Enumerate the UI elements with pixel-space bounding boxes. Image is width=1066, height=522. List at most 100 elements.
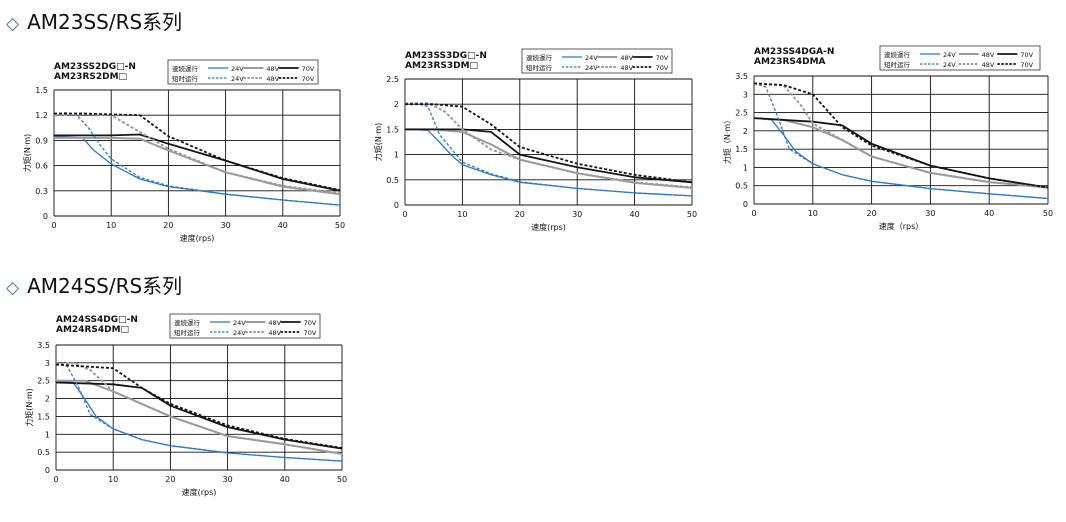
x-axis-label: 速度(rps) <box>531 222 566 232</box>
chart-grid <box>404 78 693 206</box>
x-tick-label: 40 <box>630 210 640 219</box>
legend-mode-label: 短时运行 <box>172 74 199 83</box>
x-tick-label: 0 <box>51 221 56 230</box>
y-tick-label: 1 <box>394 151 399 160</box>
legend-voltage-label: 70V <box>656 64 669 72</box>
model-title-line: AM23RS3DM□ <box>405 61 478 71</box>
series-line-70V-short <box>405 103 693 184</box>
series-line-48V-short <box>753 83 1049 189</box>
x-tick-label: 50 <box>335 221 345 230</box>
legend-frame <box>521 48 673 74</box>
legend-voltage-label: 70V <box>302 75 315 83</box>
y-tick-label: 0.5 <box>37 448 50 457</box>
x-axis-label: 速度（rps） <box>879 221 924 231</box>
x-axis-label: 速度(rps) <box>180 233 215 243</box>
diamond-icon: ◇ <box>6 278 20 298</box>
series-line-48V-continuous <box>56 379 343 455</box>
legend-mode-label: 連続運行 <box>172 64 199 73</box>
legend-voltage-label: 24V <box>943 51 956 59</box>
section-header-am24: ◇ AM24SS/RS系列 <box>6 270 182 299</box>
y-tick-label: 2.5 <box>386 75 399 84</box>
y-tick-label: 0 <box>743 200 748 209</box>
y-tick-label: 3 <box>45 359 50 368</box>
y-tick-label: 3.5 <box>37 341 50 350</box>
y-tick-label: 2.5 <box>37 377 50 386</box>
y-axis-label: 力矩（N·m） <box>722 116 732 164</box>
legend-voltage-label: 24V <box>233 319 246 327</box>
model-title-line: AM23SS4DGA-N <box>754 47 834 57</box>
legend-frame <box>167 59 319 85</box>
legend-mode-label: 短时运行 <box>526 63 553 72</box>
chart-grid <box>53 89 341 217</box>
x-tick-label: 0 <box>53 475 58 484</box>
y-tick-label: 3 <box>743 90 748 99</box>
chart-legend: 連続運行 24V 48V 70V 短时运行 24V 48V 70V <box>167 59 319 85</box>
series-line-24V-continuous <box>753 117 1049 200</box>
legend-voltage-label: 48V <box>982 61 995 69</box>
y-tick-label: 1.5 <box>35 86 48 95</box>
x-tick-label: 30 <box>572 210 582 219</box>
legend-voltage-label: 48V <box>266 75 279 83</box>
x-tick-label: 10 <box>808 209 818 218</box>
diamond-icon: ◇ <box>6 14 20 34</box>
legend-voltage-label: 48V <box>982 51 995 59</box>
y-tick-label: 0.6 <box>35 162 48 171</box>
legend-voltage-label: 24V <box>231 65 244 73</box>
legend-mode-label: 連続運行 <box>174 318 201 327</box>
legend-voltage-label: 48V <box>266 65 279 73</box>
y-tick-label: 1.5 <box>386 125 399 134</box>
y-tick-label: 0 <box>45 466 50 475</box>
x-tick-label: 10 <box>106 221 116 230</box>
section-title-am23: AM23SS/RS系列 <box>27 10 183 34</box>
section-header-am23: ◇ AM23SS/RS系列 <box>6 6 182 35</box>
y-tick-label: 1.2 <box>35 111 48 120</box>
legend-voltage-label: 70V <box>302 65 315 73</box>
x-tick-label: 20 <box>165 475 175 484</box>
y-tick-label: 2 <box>45 395 50 404</box>
x-axis-label: 速度(rps) <box>182 487 217 497</box>
x-tick-label: 50 <box>687 210 697 219</box>
section-title-am24: AM24SS/RS系列 <box>27 274 183 298</box>
x-tick-label: 20 <box>163 221 173 230</box>
series-line-48V-short <box>55 361 343 455</box>
y-tick-label: 1 <box>743 163 748 172</box>
series-line-48V-short <box>53 112 341 195</box>
model-title-line: AM24SS4DG□-N <box>56 315 138 325</box>
series-line-70V-continuous <box>54 133 341 192</box>
model-title-line: AM23RS2DM□ <box>54 72 127 82</box>
y-tick-label: 0.5 <box>386 176 399 185</box>
chart-legend: 連続運行 24V 48V 70V 短时运行 24V 48V 70V <box>521 48 673 74</box>
x-tick-label: 30 <box>223 475 233 484</box>
model-title-line: AM23RS4DMA <box>754 57 826 67</box>
x-tick-label: 30 <box>925 209 935 218</box>
y-tick-label: 1 <box>45 430 50 439</box>
model-title-line: AM24RS4DM□ <box>56 325 129 335</box>
x-tick-label: 40 <box>280 475 290 484</box>
legend-voltage-label: 24V <box>585 64 598 72</box>
legend-voltage-label: 70V <box>304 329 317 337</box>
series-line-70V-continuous <box>55 381 343 450</box>
legend-voltage-label: 24V <box>231 75 244 83</box>
y-axis-label: 力矩(N·m) <box>22 134 32 173</box>
legend-voltage-label: 70V <box>1020 61 1033 69</box>
series-line-48V-continuous <box>54 136 341 196</box>
legend-frame <box>169 313 321 339</box>
y-axis-label: 力矩(N·m) <box>24 388 34 427</box>
series-line-24V-short <box>55 362 343 462</box>
model-title-line: AM23SS3DG□-N <box>405 51 487 61</box>
legend-voltage-label: 48V <box>268 319 281 327</box>
series-line-24V-continuous <box>404 128 693 197</box>
legend-voltage-label: 48V <box>268 329 281 337</box>
x-tick-label: 40 <box>984 209 994 218</box>
legend-voltage-label: 24V <box>585 54 598 62</box>
x-tick-label: 50 <box>337 475 347 484</box>
series-line-24V-short <box>753 82 1049 200</box>
y-tick-label: 2 <box>394 100 399 109</box>
y-tick-label: 2 <box>743 127 748 136</box>
legend-mode-label: 連続運行 <box>884 50 911 59</box>
y-tick-label: 0 <box>43 212 48 221</box>
